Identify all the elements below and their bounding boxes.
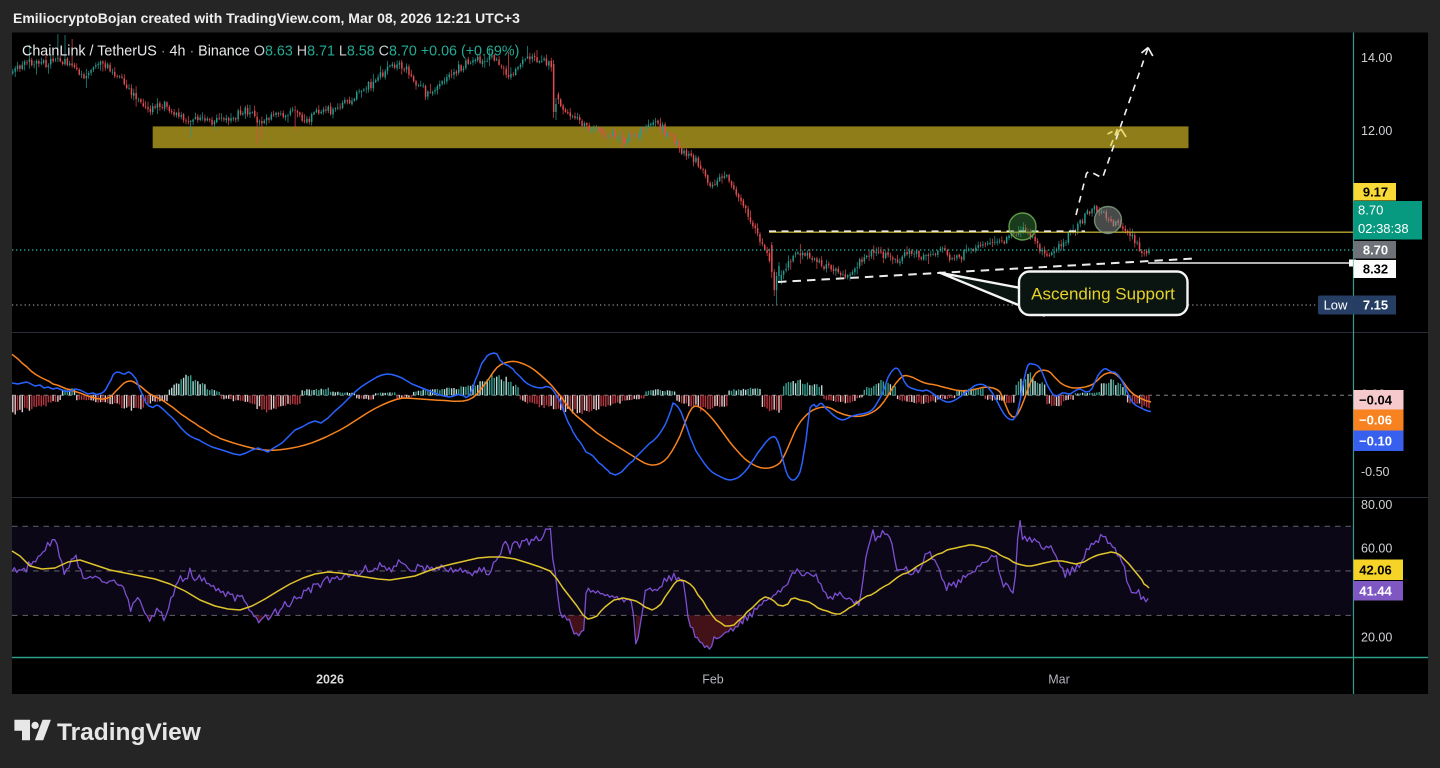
svg-text:−0.04: −0.04 [1359,392,1393,407]
svg-text:02:38:38: 02:38:38 [1358,221,1409,236]
svg-text:7.15: 7.15 [1363,298,1388,313]
svg-text:14.00: 14.00 [1361,51,1392,65]
svg-text:80.00: 80.00 [1361,498,1392,512]
svg-text:60.00: 60.00 [1361,542,1392,556]
svg-text:8.32: 8.32 [1363,262,1388,277]
svg-text:-0.50: -0.50 [1361,465,1390,479]
svg-text:8.70: 8.70 [1358,203,1383,218]
svg-text:2026: 2026 [316,673,344,687]
svg-text:42.06: 42.06 [1359,562,1392,577]
svg-text:20.00: 20.00 [1361,631,1392,645]
svg-text:9.17: 9.17 [1363,184,1388,199]
svg-text:Ascending Support: Ascending Support [1031,285,1175,304]
svg-text:−0.10: −0.10 [1359,433,1392,448]
svg-text:Low: Low [1324,298,1348,313]
svg-text:Feb: Feb [702,673,724,687]
svg-text:12.00: 12.00 [1361,124,1392,138]
svg-text:8.70: 8.70 [1363,242,1388,257]
svg-text:ChainLink / TetherUS · 4h · Bi: ChainLink / TetherUS · 4h · Binance O8.6… [22,44,519,60]
svg-text:EmiliocryptoBojan created with: EmiliocryptoBojan created with TradingVi… [13,10,520,26]
svg-text:−0.06: −0.06 [1359,413,1392,428]
svg-text:TradingView: TradingView [57,719,202,746]
svg-text:41.44: 41.44 [1359,583,1392,598]
svg-text:Mar: Mar [1048,673,1070,687]
